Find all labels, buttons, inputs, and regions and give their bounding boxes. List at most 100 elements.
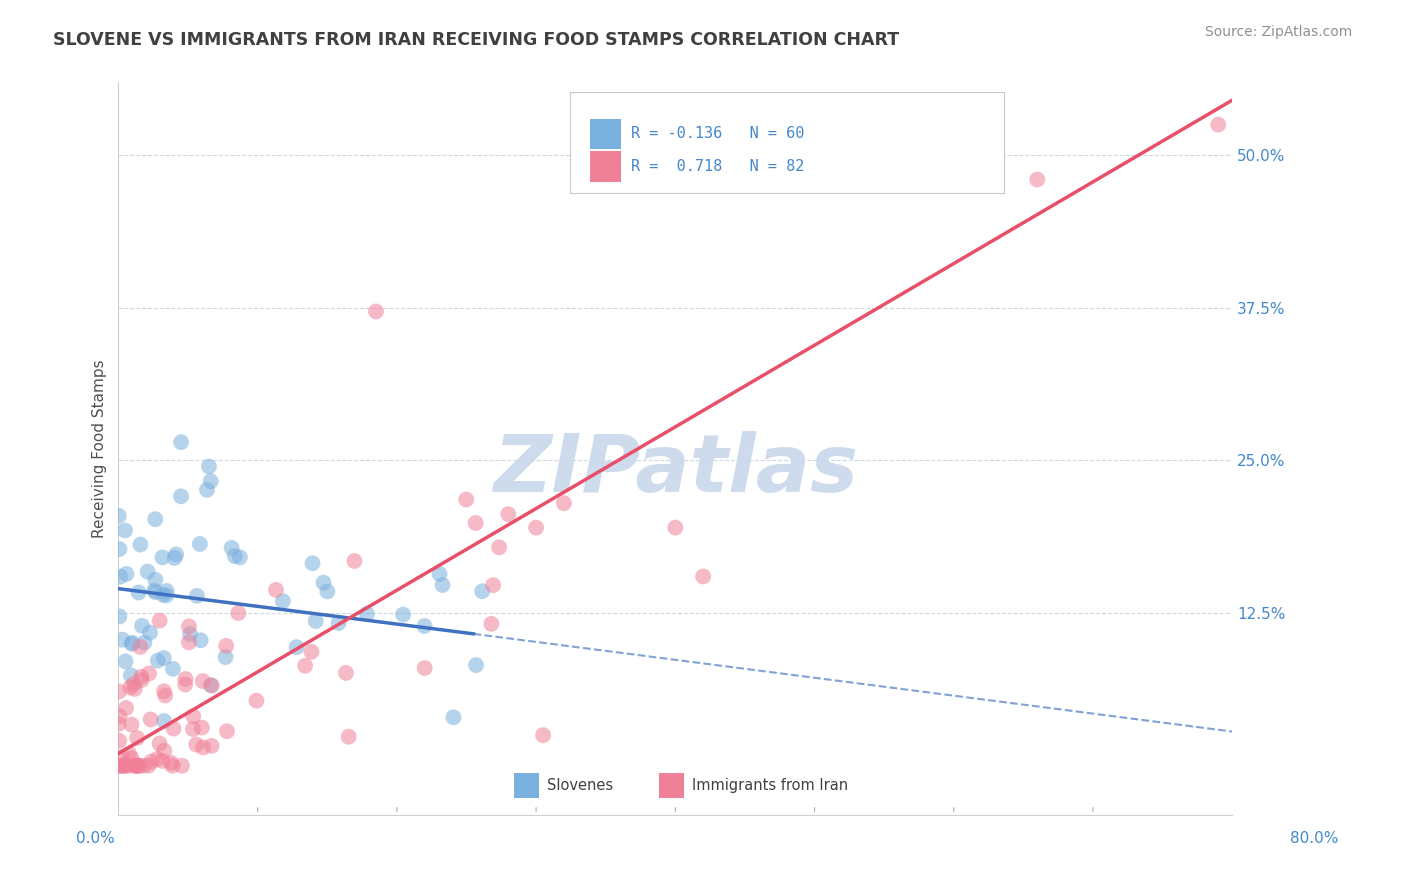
Point: [152, 588, 174, 602]
Point: [179, 627, 201, 641]
FancyBboxPatch shape: [569, 92, 1004, 194]
Point: [692, 569, 714, 583]
Bar: [513, 772, 540, 798]
Point: [114, 758, 136, 772]
Point: [125, 758, 148, 772]
Point: [312, 575, 335, 590]
Point: [129, 640, 152, 654]
Point: [114, 758, 136, 772]
Point: [111, 632, 134, 647]
Point: [162, 662, 184, 676]
Point: [316, 584, 339, 599]
Point: [153, 684, 176, 698]
Point: [456, 492, 478, 507]
Point: [356, 607, 378, 621]
Point: [146, 752, 169, 766]
Point: [160, 756, 183, 770]
Point: [465, 658, 488, 673]
Point: [214, 650, 236, 665]
Point: [110, 569, 132, 583]
Point: [152, 651, 174, 665]
Point: [114, 654, 136, 668]
Point: [143, 512, 166, 526]
Point: [264, 582, 287, 597]
Point: [186, 738, 208, 752]
Point: [139, 625, 162, 640]
Point: [364, 304, 387, 318]
Point: [118, 758, 141, 772]
Point: [115, 701, 138, 715]
Point: [125, 758, 148, 772]
Point: [110, 758, 132, 772]
Point: [432, 578, 454, 592]
Point: [121, 636, 143, 650]
Point: [482, 578, 505, 592]
Point: [553, 496, 575, 510]
Point: [149, 614, 172, 628]
Point: [131, 619, 153, 633]
Point: [125, 758, 148, 772]
Text: 80.0%: 80.0%: [1291, 831, 1339, 846]
Point: [343, 554, 366, 568]
Point: [188, 537, 211, 551]
Point: [132, 758, 155, 772]
Point: [112, 758, 135, 772]
Point: [107, 508, 129, 523]
Point: [170, 758, 193, 772]
Point: [150, 754, 173, 768]
Point: [122, 758, 145, 772]
Point: [443, 710, 465, 724]
Point: [122, 677, 145, 691]
Point: [488, 541, 510, 555]
Bar: [589, 119, 620, 149]
Point: [481, 616, 503, 631]
Text: R =  0.718   N = 82: R = 0.718 N = 82: [631, 159, 804, 174]
Point: [531, 728, 554, 742]
Point: [191, 740, 214, 755]
Point: [129, 538, 152, 552]
Point: [170, 435, 193, 450]
Point: [335, 665, 357, 680]
Point: [120, 668, 142, 682]
Point: [134, 635, 156, 649]
Point: [114, 524, 136, 538]
Point: [138, 666, 160, 681]
Bar: [589, 151, 620, 182]
Point: [271, 594, 294, 608]
Text: SLOVENE VS IMMIGRANTS FROM IRAN RECEIVING FOOD STAMPS CORRELATION CHART: SLOVENE VS IMMIGRANTS FROM IRAN RECEIVIN…: [53, 31, 900, 49]
Point: [143, 573, 166, 587]
Point: [136, 565, 159, 579]
Point: [118, 747, 141, 761]
Point: [191, 674, 214, 689]
Point: [498, 507, 520, 521]
Point: [155, 588, 177, 602]
Point: [413, 619, 436, 633]
Point: [200, 678, 222, 692]
Point: [195, 483, 218, 497]
Point: [115, 566, 138, 581]
Point: [181, 709, 204, 723]
Point: [162, 758, 184, 772]
Text: 0.0%: 0.0%: [76, 831, 115, 846]
Point: [127, 731, 149, 745]
Point: [524, 520, 547, 534]
Point: [108, 609, 131, 624]
Point: [139, 713, 162, 727]
Point: [186, 589, 208, 603]
Point: [245, 694, 267, 708]
Y-axis label: Receiving Food Stamps: Receiving Food Stamps: [93, 359, 107, 538]
Point: [111, 749, 134, 764]
Point: [221, 541, 243, 555]
Point: [200, 739, 222, 753]
Point: [294, 658, 316, 673]
Point: [1026, 172, 1049, 186]
Point: [153, 744, 176, 758]
Point: [200, 474, 222, 488]
Point: [138, 758, 160, 772]
Point: [328, 615, 350, 630]
Point: [177, 635, 200, 649]
Point: [155, 583, 177, 598]
Point: [305, 614, 328, 628]
Point: [301, 556, 323, 570]
Point: [155, 689, 177, 703]
